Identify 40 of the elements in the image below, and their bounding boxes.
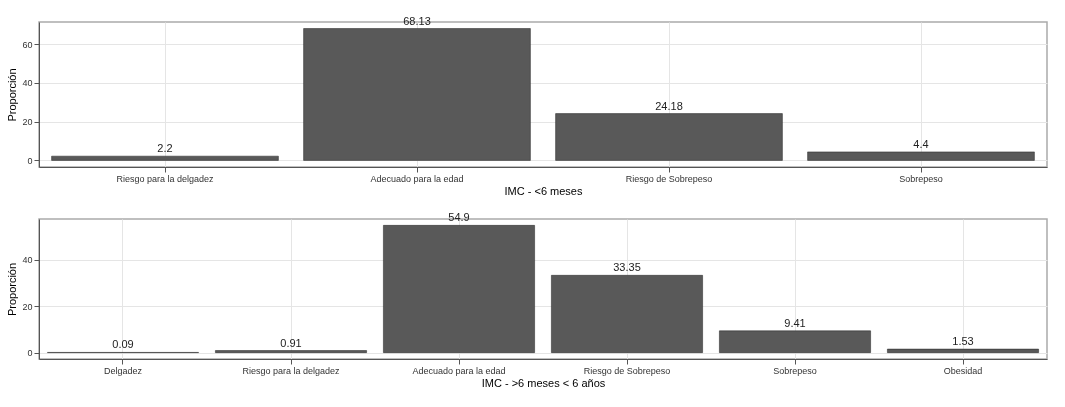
x-tick-label: Adecuado para la edad — [370, 173, 464, 184]
x-tick-label: Riesgo para la delgadez — [242, 365, 341, 376]
y-axis-title: Proporción — [6, 68, 19, 122]
data-label: 0.91 — [280, 336, 302, 349]
y-tick-label: 0 — [27, 348, 33, 359]
x-tick-label: Riesgo para la delgadez — [116, 173, 215, 184]
y-tick-label: 40 — [22, 255, 33, 266]
data-label: 1.53 — [952, 335, 974, 348]
bar — [551, 275, 703, 353]
bar — [303, 28, 531, 161]
data-label: 9.41 — [784, 316, 806, 329]
data-label: 4.4 — [913, 137, 929, 150]
y-axis-title: Proporción — [6, 262, 19, 317]
data-label: 2.2 — [157, 142, 173, 155]
y-tick-label: 60 — [22, 39, 33, 50]
x-tick-label: Riesgo de Sobrepeso — [583, 365, 671, 376]
bar — [887, 348, 1039, 353]
x-tick-label: Delgadez — [103, 365, 143, 376]
bar — [215, 350, 367, 353]
data-label: 54.9 — [448, 211, 470, 224]
x-tick-label: Riesgo de Sobrepeso — [625, 173, 713, 184]
x-tick-label: Sobrepeso — [773, 365, 817, 376]
x-tick-label: Adecuado para la edad — [412, 365, 506, 376]
x-tick-label: Obesidad — [943, 365, 983, 376]
bar — [719, 330, 871, 353]
y-tick-label: 0 — [27, 155, 33, 166]
data-label: 33.35 — [613, 261, 641, 274]
y-tick-label: 40 — [22, 78, 33, 89]
bar — [807, 151, 1035, 161]
x-axis-title: IMC - <6 meses — [504, 184, 583, 197]
y-tick-label: 20 — [22, 301, 33, 312]
data-label: 24.18 — [655, 99, 683, 112]
x-axis-title: IMC - >6 meses < 6 años — [481, 376, 606, 389]
data-label: 0.09 — [112, 338, 134, 351]
data-label: 68.13 — [403, 14, 431, 27]
bar — [555, 113, 783, 161]
x-tick-label: Sobrepeso — [899, 173, 943, 184]
bar — [51, 155, 279, 161]
y-tick-label: 20 — [22, 117, 33, 128]
bar — [383, 225, 535, 353]
